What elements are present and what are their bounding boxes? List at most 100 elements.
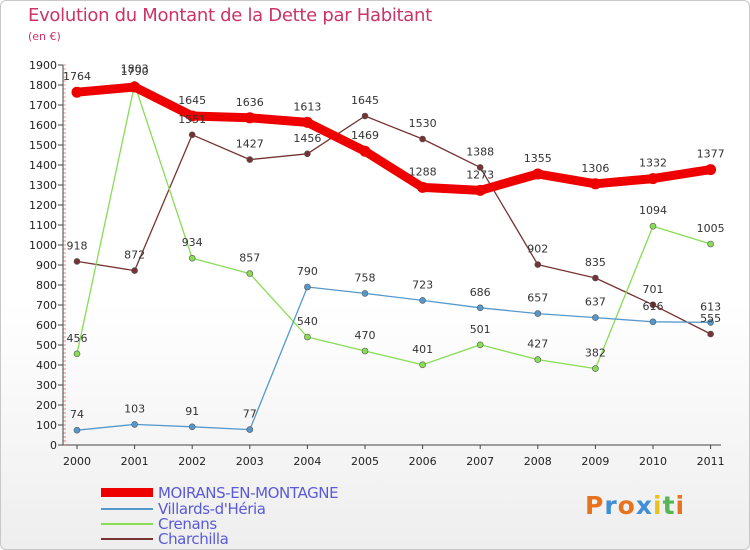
data-label-villards: 613 [700, 300, 721, 313]
series-line-villards [76, 286, 712, 431]
data-label-crenans: 1005 [697, 222, 725, 235]
data-label-villards: 637 [585, 296, 606, 309]
data-label-moirans: 1332 [639, 157, 667, 170]
data-label-moirans: 1469 [351, 129, 379, 142]
data-label-villards: 616 [643, 300, 664, 313]
y-tick-label: 1200 [29, 199, 57, 212]
y-tick-label: 1100 [29, 219, 57, 232]
data-point-moirans [589, 178, 601, 190]
data-point-villards [419, 297, 426, 304]
data-point-crenans [592, 365, 599, 372]
legend-swatch-moirans [101, 488, 153, 497]
data-label-charchilla: 1456 [293, 132, 321, 145]
data-label-charchilla: 1388 [466, 145, 494, 158]
x-tick-label: 2006 [409, 455, 437, 468]
series-line-charchilla [76, 115, 712, 335]
data-label-villards: 686 [470, 286, 491, 299]
logo-letter: r [604, 491, 618, 520]
y-tick-label: 800 [36, 279, 57, 292]
legend-label-moirans: MOIRANS-EN-MONTAGNE [158, 484, 339, 502]
data-point-crenans [649, 222, 657, 230]
data-point-villards [476, 304, 484, 312]
data-label-villards: 723 [412, 278, 433, 291]
data-label-crenans: 1094 [639, 204, 667, 217]
data-point-moirans [705, 164, 717, 176]
data-label-crenans: 540 [297, 315, 318, 328]
data-point-charchilla [246, 156, 254, 163]
x-tick-label: 2000 [63, 455, 91, 468]
data-point-crenans [304, 333, 311, 341]
data-label-moirans: 1377 [697, 148, 725, 161]
data-point-crenans [534, 356, 542, 363]
series-line-crenans [76, 83, 712, 370]
data-point-charchilla [73, 258, 81, 265]
data-point-crenans [419, 361, 426, 369]
x-tick-label: 2004 [293, 455, 321, 468]
x-tick-label: 2010 [639, 455, 667, 468]
data-point-villards [649, 318, 657, 326]
x-tick-label: 2007 [466, 455, 494, 468]
x-tick-label: 2005 [351, 455, 379, 468]
data-label-villards: 758 [355, 271, 376, 284]
y-tick-label: 500 [36, 339, 57, 352]
data-label-charchilla: 1427 [236, 138, 264, 151]
legend-swatch-villards [101, 508, 153, 510]
data-point-charchilla [419, 135, 426, 143]
x-tick-label: 2011 [697, 455, 725, 468]
y-tick-label: 600 [36, 319, 57, 332]
y-tick-label: 1700 [29, 99, 57, 112]
x-tick-label: 2008 [524, 455, 552, 468]
data-label-crenans: 934 [182, 236, 203, 249]
y-tick-label: 0 [50, 439, 57, 452]
data-point-moirans [71, 86, 83, 98]
data-point-charchilla [361, 112, 369, 120]
data-label-crenans: 470 [355, 329, 376, 342]
data-point-villards [188, 423, 196, 431]
logo-letter: t [662, 491, 676, 520]
y-tick-label: 1300 [29, 179, 57, 192]
y-tick-label: 1400 [29, 159, 57, 172]
logo-letter: o [617, 491, 636, 520]
proxiti-logo: Proxiti [585, 491, 685, 520]
data-point-crenans [73, 350, 81, 358]
x-tick-label: 2001 [121, 455, 149, 468]
data-label-villards: 790 [297, 265, 318, 278]
legend-swatch-charchilla [101, 538, 153, 540]
data-point-charchilla [188, 131, 196, 139]
data-label-moirans: 1306 [581, 162, 609, 175]
data-point-charchilla [707, 330, 714, 338]
data-label-moirans: 1288 [409, 165, 437, 178]
data-point-villards [361, 290, 369, 297]
data-point-moirans [301, 116, 313, 128]
data-label-crenans: 857 [239, 252, 260, 265]
data-point-villards [707, 319, 714, 326]
data-label-crenans: 501 [470, 323, 491, 336]
y-tick-label: 300 [36, 379, 57, 392]
data-point-charchilla [304, 150, 311, 158]
data-point-moirans [244, 112, 256, 124]
logo-letter: x [635, 491, 653, 520]
data-label-villards: 91 [185, 405, 199, 418]
data-label-moirans: 1613 [293, 100, 321, 113]
y-tick-label: 100 [36, 419, 57, 432]
data-label-crenans: 456 [67, 332, 88, 345]
y-tick-label: 1800 [29, 79, 57, 92]
data-point-villards [73, 426, 81, 434]
data-point-villards [246, 426, 254, 433]
chart-title: Evolution du Montant de la Dette par Hab… [28, 5, 432, 26]
data-point-crenans [361, 347, 369, 355]
logo-letter: i [675, 491, 686, 520]
data-label-charchilla: 701 [643, 283, 664, 296]
y-tick-label: 1900 [29, 59, 57, 72]
data-point-moirans [417, 181, 429, 193]
data-point-villards [534, 310, 542, 317]
data-label-moirans: 1636 [236, 96, 264, 109]
data-point-moirans [129, 81, 141, 93]
data-point-moirans [647, 173, 659, 185]
y-tick-label: 900 [36, 259, 57, 272]
data-label-moirans: 1273 [466, 168, 494, 181]
legend-swatch-crenans [101, 523, 153, 525]
data-point-villards [304, 283, 311, 291]
